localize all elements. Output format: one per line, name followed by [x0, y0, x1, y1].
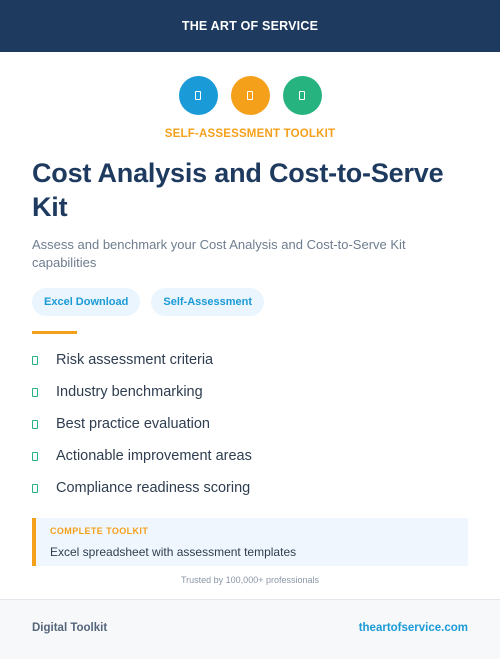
page-title: Cost Analysis and Cost-to-Serve Kit	[32, 158, 444, 222]
list-item: Industry benchmarking	[32, 376, 252, 408]
trust-note: Trusted by 100,000+ professionals	[180, 575, 319, 585]
brand-name: THE ART OF SERVICE	[181, 19, 319, 33]
feature-label: Best practice evaluation	[56, 416, 210, 432]
check-icon	[32, 419, 38, 429]
page-subtitle: Assess and benchmark your Cost Analysis …	[32, 237, 406, 270]
website-link[interactable]: theartofservice.com	[358, 622, 468, 634]
feature-label: Actionable improvement areas	[56, 448, 252, 464]
icon-row	[0, 76, 500, 115]
feature-list: Risk assessment criteria Industry benchm…	[32, 344, 252, 504]
accent-divider	[32, 331, 77, 334]
toolkit-callout: COMPLETE TOOLKIT Excel spreadsheet with …	[32, 518, 468, 566]
tag-list: Excel Download Self-Assessment	[32, 288, 265, 316]
tag-excel-download: Excel Download	[32, 288, 141, 316]
footer-bar: Digital Toolkit theartofservice.com	[0, 599, 500, 659]
tag-self-assessment: Self-Assessment	[151, 288, 265, 316]
feature-label: Compliance readiness scoring	[56, 480, 251, 496]
callout-text: Excel spreadsheet with assessment templa…	[50, 545, 297, 559]
document-icon	[282, 76, 322, 115]
header-bar: THE ART OF SERVICE	[0, 0, 500, 52]
callout-kicker: COMPLETE TOOLKIT	[50, 526, 149, 536]
list-item: Compliance readiness scoring	[32, 472, 252, 504]
feature-label: Risk assessment criteria	[56, 352, 214, 368]
check-icon	[32, 483, 38, 493]
eyebrow-label: SELF-ASSESSMENT TOOLKIT	[164, 128, 336, 140]
check-icon	[32, 387, 38, 397]
list-item: Risk assessment criteria	[32, 344, 252, 376]
check-icon	[32, 355, 38, 365]
list-item: Best practice evaluation	[32, 408, 252, 440]
list-item: Actionable improvement areas	[32, 440, 252, 472]
feature-label: Industry benchmarking	[56, 384, 203, 400]
document-icon	[178, 76, 218, 115]
document-icon	[230, 76, 270, 115]
footer-label: Digital Toolkit	[32, 622, 108, 634]
check-icon	[32, 451, 38, 461]
